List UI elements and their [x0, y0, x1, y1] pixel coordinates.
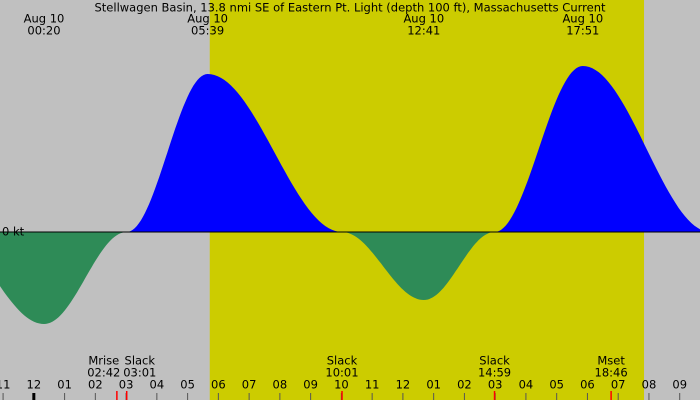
x-tick-label: 12 — [396, 378, 411, 392]
ebb-lobe — [0, 232, 127, 324]
ebb-lobe — [342, 232, 495, 300]
extreme-time: 12:41 — [407, 24, 440, 38]
x-tick-label: 01 — [57, 378, 72, 392]
x-tick-label: 06 — [580, 378, 595, 392]
x-tick-label: 05 — [549, 378, 564, 392]
x-tick-label: 08 — [642, 378, 657, 392]
x-tick-label: 01 — [426, 378, 441, 392]
event-name: Slack — [479, 354, 510, 368]
x-tick-label: 11 — [0, 378, 10, 392]
extreme-date: Aug 10 — [187, 12, 228, 26]
x-tick-label: 07 — [242, 378, 257, 392]
event-time: 02:42 — [87, 366, 120, 380]
x-tick-label: 08 — [273, 378, 288, 392]
extreme-time: 05:39 — [191, 24, 224, 38]
x-tick-label: 12 — [27, 378, 42, 392]
event-name: Slack — [125, 354, 156, 368]
flood-lobe — [494, 66, 700, 232]
event-time: 10:01 — [325, 366, 358, 380]
event-time: 18:46 — [595, 366, 628, 380]
extreme-date: Aug 10 — [24, 12, 65, 26]
event-name: Mrise — [88, 354, 119, 368]
x-tick-label: 04 — [150, 378, 165, 392]
x-tick-label: 11 — [365, 378, 380, 392]
x-tick-label: 03 — [119, 378, 134, 392]
extreme-date: Aug 10 — [403, 12, 444, 26]
event-time: 14:59 — [478, 366, 511, 380]
plot — [0, 66, 700, 324]
x-tick-label: 03 — [488, 378, 503, 392]
extreme-time: 00:20 — [27, 24, 60, 38]
x-tick-label: 06 — [211, 378, 226, 392]
flood-lobe — [126, 74, 343, 232]
chart-title: Stellwagen Basin, 13.8 nmi SE of Eastern… — [95, 1, 606, 15]
x-tick-label: 02 — [88, 378, 103, 392]
event-name: Slack — [327, 354, 358, 368]
zero-label: 0 kt — [2, 225, 25, 239]
event-name: Mset — [597, 354, 625, 368]
x-tick-label: 09 — [303, 378, 318, 392]
x-tick-label: 09 — [672, 378, 687, 392]
extreme-date: Aug 10 — [562, 12, 603, 26]
extreme-time: 17:51 — [566, 24, 599, 38]
event-time: 03:01 — [123, 366, 156, 380]
x-tick-label: 05 — [180, 378, 195, 392]
x-tick-label: 07 — [611, 378, 626, 392]
x-tick-label: 10 — [334, 378, 349, 392]
x-tick-label: 04 — [519, 378, 534, 392]
x-tick-label: 02 — [457, 378, 472, 392]
